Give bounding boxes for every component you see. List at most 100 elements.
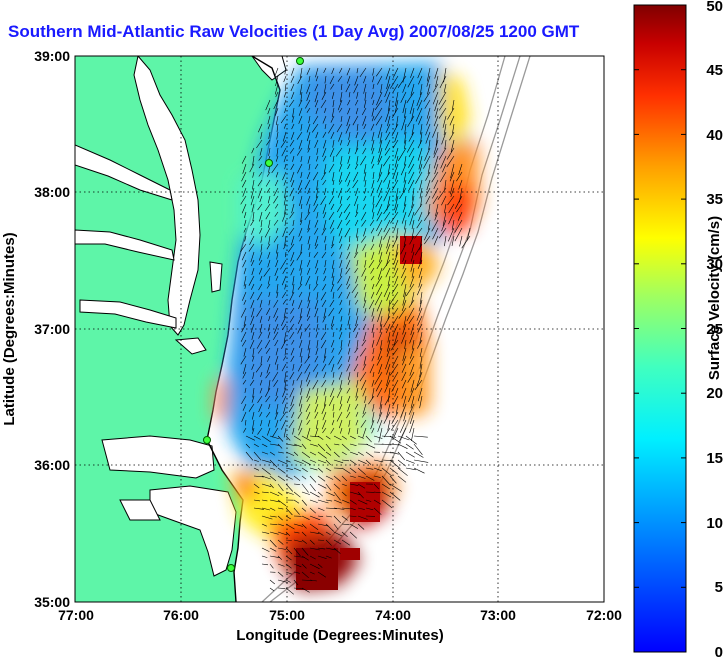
velocity-vector [304, 179, 311, 190]
velocity-vector [320, 291, 327, 301]
velocity-vector [277, 475, 286, 482]
velocity-vector [331, 107, 335, 118]
velocity-vector [276, 147, 279, 157]
velocity-vector [381, 451, 392, 454]
velocity-vector [357, 459, 367, 464]
velocity-vector [353, 83, 359, 94]
colorbar-tick-label: 5 [715, 579, 723, 596]
velocity-vector [251, 203, 255, 213]
velocity-vector [257, 291, 263, 301]
velocity-vector [338, 131, 343, 142]
velocity-vector [383, 283, 391, 298]
velocity-vector [285, 507, 293, 516]
velocity-vector [259, 387, 263, 394]
velocity-vector [383, 315, 391, 328]
velocity-vector [444, 139, 447, 150]
velocity-vector [341, 435, 347, 440]
y-tick-label: 36:00 [34, 457, 70, 473]
velocity-vector [339, 179, 343, 185]
velocity-vector [331, 267, 335, 279]
velocity-vector [409, 235, 415, 245]
velocity-vector [356, 307, 359, 316]
velocity-vector [285, 523, 295, 530]
velocity-vector [348, 371, 351, 380]
velocity-vector [340, 267, 343, 277]
velocity-vector [387, 331, 391, 343]
velocity-vector [394, 203, 399, 214]
velocity-vector [300, 211, 303, 223]
velocity-vector [370, 267, 375, 274]
velocity-vector [316, 179, 319, 190]
velocity-vector [373, 507, 382, 515]
velocity-vector [308, 283, 311, 290]
velocity-vector [419, 187, 423, 199]
velocity-vector [324, 243, 327, 251]
velocity-vector [385, 91, 391, 103]
velocity-vector [340, 91, 343, 103]
velocity-vector [370, 419, 375, 430]
velocity-vector [397, 75, 407, 88]
velocity-vector [340, 139, 343, 146]
velocity-vector [441, 195, 447, 206]
velocity-vector [324, 259, 327, 268]
velocity-vector [307, 291, 311, 302]
velocity-vector [285, 579, 291, 583]
velocity-vector [292, 275, 295, 286]
radar-stations [203, 57, 304, 572]
velocity-vector [309, 579, 317, 582]
velocity-vector [312, 115, 319, 125]
velocity-vector [250, 187, 255, 199]
velocity-vector [340, 115, 343, 122]
velocity-vector [323, 219, 327, 231]
velocity-vector [404, 123, 407, 135]
velocity-vector [269, 515, 277, 518]
velocity-vector [386, 235, 391, 249]
velocity-vector [314, 299, 319, 310]
velocity-vector [338, 291, 343, 299]
velocity-vector [370, 243, 375, 251]
velocity-vector [322, 179, 327, 186]
velocity-vector [275, 155, 279, 162]
velocity-vector [341, 467, 351, 474]
velocity-vector [343, 203, 351, 214]
velocity-vector [241, 395, 247, 405]
velocity-vector [392, 323, 399, 336]
velocity-vector [426, 107, 431, 119]
velocity-vector [244, 283, 247, 289]
velocity-vector [383, 155, 391, 167]
velocity-vector [339, 251, 343, 259]
velocity-vector [265, 211, 271, 220]
velocity-vector [409, 363, 415, 376]
velocity-vector [242, 379, 247, 385]
velocity-vector [274, 211, 279, 217]
velocity-vector [293, 483, 300, 485]
velocity-vector [268, 315, 271, 322]
velocity-vector [277, 491, 283, 496]
velocity-vector [297, 323, 303, 334]
velocity-vector [242, 291, 247, 301]
velocity-vector [309, 475, 317, 483]
velocity-vector [401, 363, 407, 373]
velocity-vector [444, 179, 447, 191]
velocity-vector [324, 187, 327, 195]
velocity-vector [355, 99, 359, 106]
velocity-vector [438, 147, 447, 160]
velocity-vector [333, 515, 342, 524]
velocity-vector [273, 187, 279, 197]
velocity-vector [371, 323, 375, 334]
velocity-vector [260, 235, 263, 243]
velocity-vector [261, 523, 267, 527]
velocity-vector [277, 563, 285, 567]
velocity-vector [287, 323, 295, 333]
velocity-vector [336, 203, 343, 213]
velocity-vector [324, 123, 327, 129]
velocity-vector [349, 467, 357, 474]
velocity-vector [331, 363, 335, 372]
velocity-vector [434, 163, 439, 175]
velocity-vector [307, 147, 311, 153]
velocity-vector [291, 115, 295, 123]
velocity-vector [274, 315, 279, 322]
velocity-vector [456, 171, 463, 182]
velocity-vector [309, 571, 315, 575]
velocity-vector [269, 459, 278, 468]
